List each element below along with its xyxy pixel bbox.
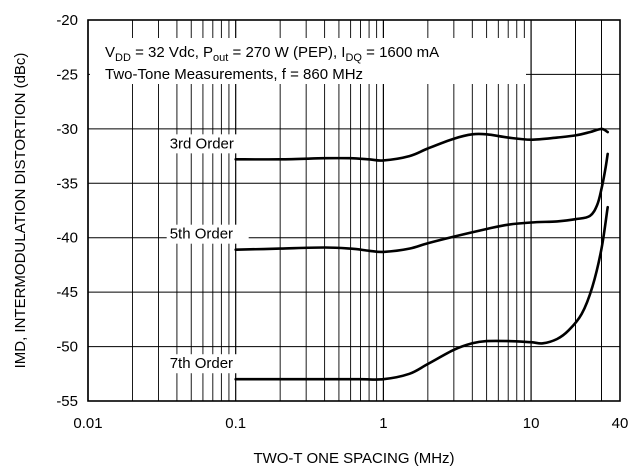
series-label-backgrounds <box>166 134 249 374</box>
x-tick-label: 10 <box>523 415 540 432</box>
y-tick-label: -50 <box>56 339 78 356</box>
annotation-line-2: Two-Tone Measurements, f = 860 MHz <box>105 66 363 83</box>
y-axis-label: IMD, INTERMODULATION DISTORTION (dBc) <box>12 53 29 369</box>
x-tick-label: 0.1 <box>225 415 246 432</box>
series-label-1: 3rd Order <box>170 135 234 152</box>
series-label-2: 5th Order <box>170 226 233 243</box>
y-tick-labels: -20 -25 -30 -35 -40 -45 -50 -55 <box>56 12 78 410</box>
x-tick-label: 0.01 <box>73 415 102 432</box>
y-tick-label: -30 <box>56 121 78 138</box>
pout-value: = 270 W (PEP), I <box>228 44 345 61</box>
series-line-3 <box>234 205 609 381</box>
y-tick-label: -55 <box>56 393 78 410</box>
x-tick-label: 1 <box>379 415 387 432</box>
annotation-background <box>90 38 526 84</box>
series-label-bg <box>166 224 249 244</box>
series-label-bg <box>166 354 249 374</box>
pout-subscript: out <box>213 52 228 64</box>
series-label-bg <box>166 134 249 154</box>
idq-value: = 1600 mA <box>362 44 439 61</box>
y-tick-label: -35 <box>56 175 78 192</box>
x-tick-labels: 0.01 0.1 1 10 40 <box>73 415 628 432</box>
series-line-1 <box>234 127 609 162</box>
vdd-subscript: DD <box>115 52 131 64</box>
y-tick-label: -25 <box>56 66 78 83</box>
curves <box>234 127 609 381</box>
y-tick-label: -40 <box>56 230 78 247</box>
series-label-3: 7th Order <box>170 355 233 372</box>
series-labels: 3rd Order 5th Order 7th Order <box>170 135 234 372</box>
y-tick-label: -45 <box>56 284 78 301</box>
vdd-symbol: V <box>105 44 115 61</box>
annotation-line-1: VDD = 32 Vdc, Pout = 270 W (PEP), IDQ = … <box>105 44 439 64</box>
x-tick-label: 40 <box>612 415 629 432</box>
vdd-value: = 32 Vdc, P <box>131 44 213 61</box>
series-line-2 <box>234 152 609 254</box>
y-tick-label: -20 <box>56 12 78 29</box>
plot-frame <box>87 19 621 402</box>
idq-subscript: DQ <box>345 52 362 64</box>
x-axis-label: TWO-T ONE SPACING (MHz) <box>253 450 454 467</box>
